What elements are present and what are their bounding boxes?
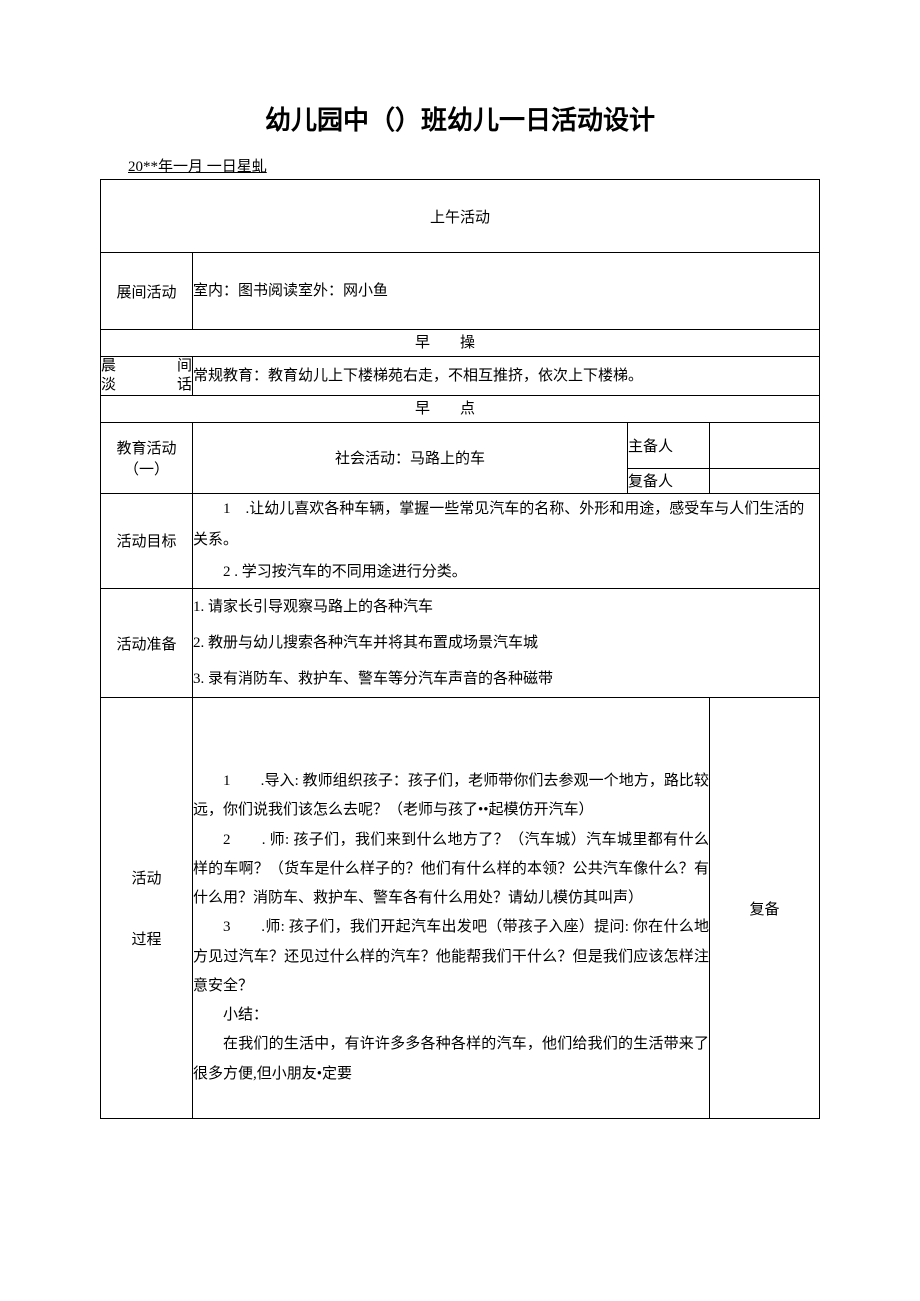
date-line: 20**年一月 一日星虬	[128, 155, 820, 176]
morning-section-header: 上午活动	[101, 180, 820, 253]
activity-goal-content: 1 .让幼儿喜欢各种车辆，掌握一些常见汽车的名称、外形和用途，感受车与人们生活的…	[193, 493, 820, 589]
edu-activity-label: 教育活动（一）	[101, 422, 193, 493]
preparer-review-value	[709, 469, 819, 493]
process-summary-label: 小结：	[193, 1001, 709, 1030]
activity-process-content: 1 .导入: 教师组织孩子：孩子们，老师带你们去参观一个地方，路比较远，你们说我…	[193, 698, 710, 1119]
activity-goal-label: 活动目标	[101, 493, 193, 589]
goal-item-2: 2 . 学习按汽车的不同用途进行分类。	[193, 557, 819, 589]
preparer-main-value	[709, 422, 819, 469]
preparer-review-label: 复备人	[627, 469, 709, 493]
process-para-2: 2 . 师: 孩子们，我们来到什么地方了？（汽车城）汽车城里都有什么样的车啊？（…	[193, 826, 709, 914]
prep-item-1: 1. 请家长引导观察马路上的各种汽车	[193, 589, 819, 625]
talk-label-line2: 淡 话	[101, 376, 192, 395]
process-summary-text: 在我们的生活中，有许许多多各种各样的汽车，他们给我们的生活带来了很多方便,但小朋…	[193, 1030, 709, 1089]
process-para-3: 3 .师: 孩子们，我们开起汽车出发吧（带孩子入座）提问: 你在什么地方见过汽车…	[193, 913, 709, 1001]
interval-activity-label: 展间活动	[101, 253, 193, 330]
prep-item-3: 3. 录有消防车、救护车、警车等分汽车声音的各种磁带	[193, 661, 819, 697]
process-label-part2: 过程	[101, 928, 192, 949]
page-title: 幼儿园中（）班幼儿一日活动设计	[100, 100, 820, 137]
goal-item-1: 1 .让幼儿喜欢各种车辆，掌握一些常见汽车的名称、外形和用途，感受车与人们生活的…	[193, 494, 819, 557]
preparer-main-label: 主备人	[627, 422, 709, 469]
morning-talk-content: 常规教育：教育幼儿上下楼梯苑右走，不相互推挤，依次上下楼梯。	[193, 357, 820, 396]
morning-talk-label: 晨 间 淡 话	[101, 357, 193, 396]
interval-activity-content: 室内：图书阅读室外：网小鱼	[193, 253, 820, 330]
activity-prep-label: 活动准备	[101, 589, 193, 698]
activity-prep-content: 1. 请家长引导观察马路上的各种汽车 2. 教册与幼儿搜索各种汽车并将其布置成场…	[193, 589, 820, 698]
process-para-1: 1 .导入: 教师组织孩子：孩子们，老师带你们去参观一个地方，路比较远，你们说我…	[193, 767, 709, 826]
morning-snack-band: 早点	[101, 395, 820, 422]
fubei-column: 复备	[709, 698, 819, 1119]
activity-process-label: 活动 过程	[101, 698, 193, 1119]
morning-exercise-band: 早操	[101, 330, 820, 357]
schedule-table: 上午活动 展间活动 室内：图书阅读室外：网小鱼 早操 晨 间 淡 话 常规教育：…	[100, 179, 820, 1119]
prep-item-2: 2. 教册与幼儿搜索各种汽车并将其布置成场景汽车城	[193, 625, 819, 661]
edu-activity-content: 社会活动：马路上的车	[193, 422, 628, 493]
process-label-part1: 活动	[101, 867, 192, 888]
talk-label-line1: 晨 间	[101, 357, 192, 376]
